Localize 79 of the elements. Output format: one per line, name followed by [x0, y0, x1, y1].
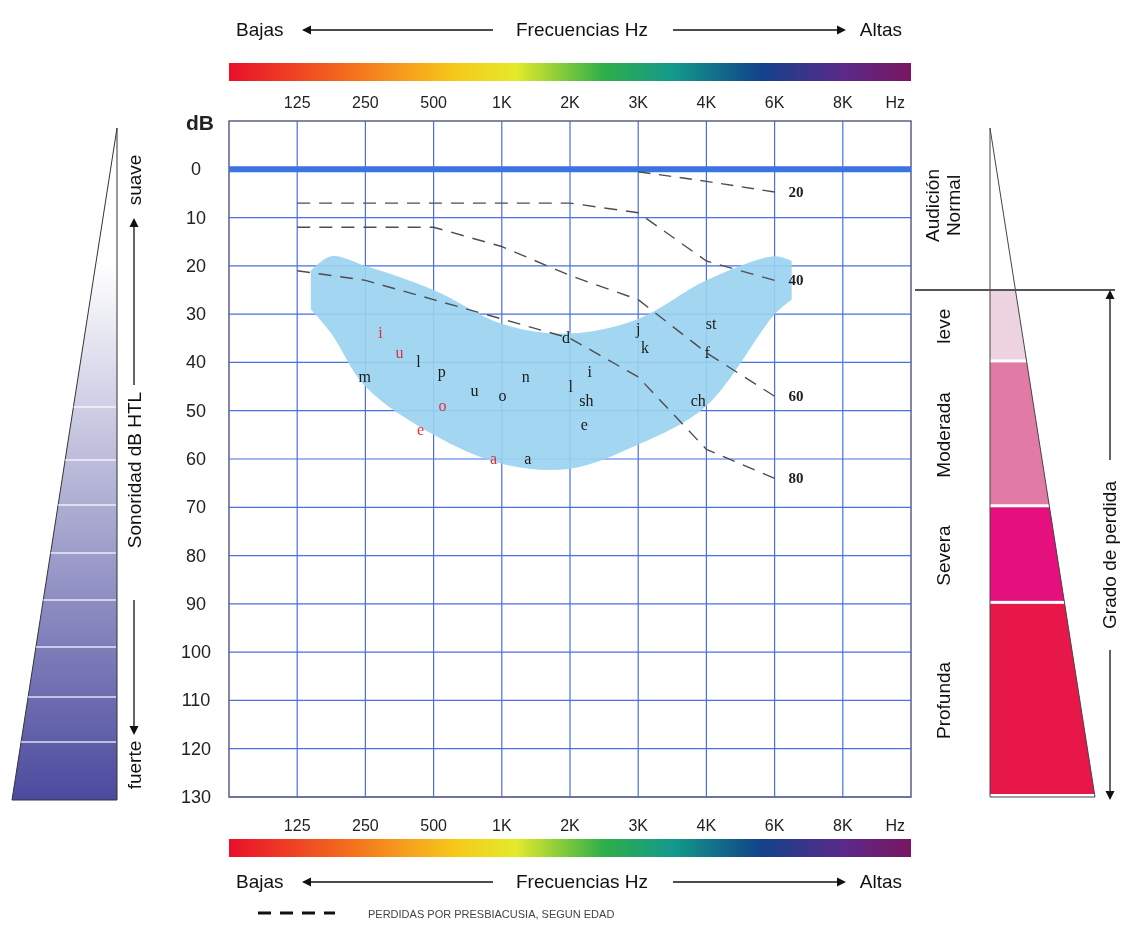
text: fuerte [124, 740, 145, 790]
annotation: st [705, 314, 718, 332]
category-label: 8K [833, 817, 853, 834]
x-tick-label: 4K [696, 94, 717, 111]
y-axis-title: dB [186, 111, 214, 134]
line-series [296, 202, 776, 282]
annotation: e [417, 421, 425, 439]
category-label: 3K [628, 817, 648, 834]
series-label: 60 [788, 388, 804, 405]
annotation: u [470, 382, 479, 400]
text: Severa [933, 525, 954, 586]
annotation: f [704, 343, 711, 361]
annotation: j [634, 319, 641, 338]
y-tick-label: 70 [185, 497, 207, 518]
category-label: 2K [560, 817, 580, 834]
x-tick-label: 2K [560, 94, 581, 111]
category-label: 500 [420, 817, 447, 834]
annotation: ch [690, 392, 706, 410]
y-tick-label: 100 [180, 642, 212, 663]
annotation: i [378, 324, 384, 342]
y-tick-label: 80 [185, 545, 207, 566]
y-tick-label: 60 [185, 449, 207, 469]
text: Bajas [236, 871, 284, 892]
x-tick-label: 125 [283, 94, 311, 111]
annotation: m [358, 367, 372, 385]
text: PERDIDAS POR PRESBIACUSIA, SEGUN EDAD [368, 908, 615, 920]
y-tick-label: 0 [190, 159, 202, 180]
x-tick-label: 6K [764, 94, 785, 111]
x-tick-label: 1K [492, 94, 512, 111]
annotation: u [395, 343, 404, 361]
text: suave [124, 154, 145, 206]
text: Frecuencias Hz [516, 19, 648, 40]
annotation: o [438, 396, 447, 414]
y-tick-label: 40 [185, 352, 207, 373]
y-tick-label: 30 [185, 304, 207, 325]
text: Profunda [933, 661, 954, 739]
y-tick-label: 50 [185, 400, 207, 421]
category-label: 4K [696, 817, 717, 834]
text: Frecuencias Hz [516, 871, 648, 892]
x-tick-label: 500 [420, 94, 448, 111]
x-axis-title: Hz [885, 94, 905, 111]
text: Grado de perdida [1099, 480, 1120, 629]
annotation: sh [579, 392, 594, 410]
series-label: 40 [788, 272, 804, 289]
annotation: p [437, 363, 446, 382]
series-label: 80 [788, 470, 804, 487]
y-tick-label: 20 [185, 255, 207, 276]
text: Altas [859, 19, 902, 40]
category-label: 6K [764, 817, 785, 834]
annotation: l [416, 353, 422, 371]
x-tick-label: 250 [352, 94, 379, 111]
line-series [296, 269, 776, 480]
category-label: 250 [352, 817, 379, 834]
text: Hz [885, 817, 905, 834]
annotation: a [490, 450, 498, 467]
category-label: 125 [283, 817, 311, 834]
y-tick-label: 120 [180, 738, 212, 759]
annotation: d [561, 329, 570, 347]
y-tick-label: 90 [185, 593, 207, 614]
text: leve [933, 308, 954, 344]
annotation: n [521, 367, 530, 385]
annotation: o [498, 387, 507, 405]
annotation: l [568, 377, 574, 395]
y-tick-label: 130 [180, 787, 212, 807]
x-tick-label: 3K [628, 94, 649, 111]
y-tick-label: 10 [185, 207, 207, 228]
text: Audición Normal [922, 169, 964, 242]
x-tick-label: 8K [833, 94, 853, 111]
text: Moderada [933, 391, 954, 478]
annotation: k [641, 338, 650, 356]
annotation: a [524, 450, 532, 467]
text: Sonoridad dB HTL [124, 391, 145, 549]
annotation: i [587, 363, 593, 381]
text: Bajas [236, 19, 284, 40]
annotation: e [580, 416, 588, 434]
category-label: 1K [492, 817, 512, 834]
y-tick-label: 110 [181, 690, 211, 711]
text: Altas [859, 871, 902, 892]
series-label: 20 [788, 183, 804, 200]
